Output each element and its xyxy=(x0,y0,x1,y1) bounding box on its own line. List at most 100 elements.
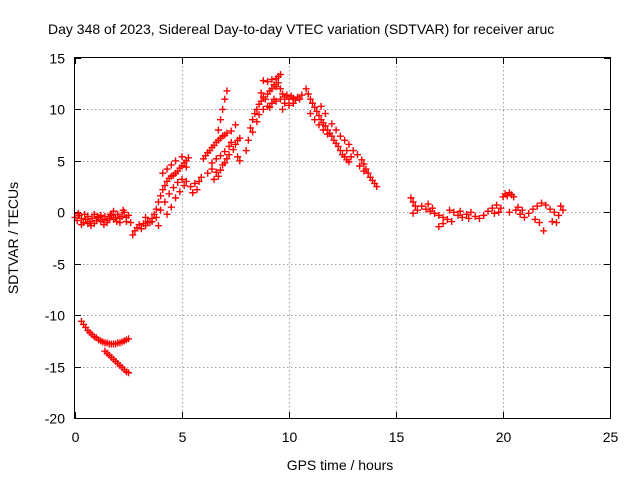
data-point xyxy=(446,206,453,214)
data-point xyxy=(210,175,218,183)
data-point xyxy=(276,95,284,103)
data-point xyxy=(321,110,329,118)
data-point xyxy=(107,211,115,219)
data-point xyxy=(219,105,227,113)
data-point xyxy=(431,209,439,217)
data-point xyxy=(178,153,186,161)
data-point xyxy=(187,183,195,191)
data-point xyxy=(127,219,135,227)
data-point xyxy=(165,190,173,198)
data-points xyxy=(71,70,567,377)
data-point xyxy=(341,136,349,144)
data-point xyxy=(172,157,180,165)
data-point xyxy=(557,202,565,210)
data-point xyxy=(101,212,109,220)
data-point xyxy=(529,205,537,213)
data-point xyxy=(520,213,528,221)
data-point xyxy=(345,158,353,166)
data-point xyxy=(135,221,143,229)
data-point xyxy=(77,221,85,229)
data-point xyxy=(272,83,280,91)
data-point xyxy=(548,218,556,226)
data-point xyxy=(208,159,216,167)
data-point xyxy=(317,102,325,110)
y-tick-label: -15 xyxy=(45,360,65,376)
data-point xyxy=(328,132,336,140)
data-point xyxy=(467,208,475,216)
data-point xyxy=(157,206,165,214)
data-point xyxy=(505,208,513,216)
data-point xyxy=(304,90,312,98)
data-point xyxy=(555,211,563,219)
x-tick-label: 10 xyxy=(282,429,298,445)
data-point xyxy=(311,103,319,111)
data-point xyxy=(172,194,180,202)
series-decline xyxy=(302,85,381,191)
data-point xyxy=(302,85,310,93)
data-point xyxy=(221,159,229,167)
plot-frame xyxy=(74,57,611,419)
data-point xyxy=(268,99,276,107)
data-point xyxy=(360,167,368,175)
data-point xyxy=(182,177,190,185)
x-tick-label: 5 xyxy=(179,429,187,445)
data-point xyxy=(161,182,169,190)
data-point xyxy=(334,142,342,150)
data-point xyxy=(279,105,287,113)
data-point xyxy=(259,77,267,85)
data-point xyxy=(154,198,162,206)
data-point xyxy=(129,231,137,239)
data-point xyxy=(223,87,231,95)
data-point xyxy=(422,205,430,213)
data-point xyxy=(221,148,229,156)
data-point xyxy=(306,95,314,103)
chart-title: Day 348 of 2023, Sidereal Day-to-day VTE… xyxy=(48,21,554,37)
data-point xyxy=(217,116,225,124)
data-point xyxy=(364,169,372,177)
data-point xyxy=(223,129,231,137)
data-point xyxy=(257,89,265,97)
data-point xyxy=(249,128,257,136)
data-point xyxy=(125,369,132,377)
data-point xyxy=(411,202,419,210)
data-point xyxy=(309,99,317,107)
data-point xyxy=(347,153,355,161)
data-point xyxy=(242,147,250,155)
data-point xyxy=(163,165,171,173)
data-point xyxy=(463,210,471,218)
data-point xyxy=(535,219,543,227)
x-tick-label: 15 xyxy=(389,429,405,445)
series-peak xyxy=(242,70,306,155)
data-point xyxy=(176,188,184,196)
data-point xyxy=(212,155,220,163)
data-point xyxy=(264,78,272,86)
data-point xyxy=(159,169,167,177)
data-point xyxy=(559,206,567,214)
data-point xyxy=(531,215,539,223)
data-point xyxy=(182,163,190,171)
data-point xyxy=(110,207,118,215)
data-point xyxy=(223,155,231,163)
data-point xyxy=(490,209,498,217)
data-point xyxy=(217,152,225,160)
data-point xyxy=(497,204,505,212)
data-point xyxy=(546,205,554,213)
data-point xyxy=(356,162,364,170)
data-point xyxy=(225,151,233,159)
data-point xyxy=(225,142,233,150)
data-point xyxy=(81,210,89,218)
data-point xyxy=(289,99,297,107)
data-point xyxy=(214,172,222,180)
data-point xyxy=(484,207,492,215)
data-point xyxy=(191,179,199,187)
series-mid_rise xyxy=(199,87,244,183)
y-tick-label: -10 xyxy=(45,308,65,324)
data-point xyxy=(443,215,451,223)
data-point xyxy=(249,116,257,124)
data-point xyxy=(251,110,259,118)
data-point xyxy=(113,218,121,226)
data-point xyxy=(407,194,415,202)
data-point xyxy=(518,206,526,214)
x-axis-label: GPS time / hours xyxy=(287,457,394,473)
